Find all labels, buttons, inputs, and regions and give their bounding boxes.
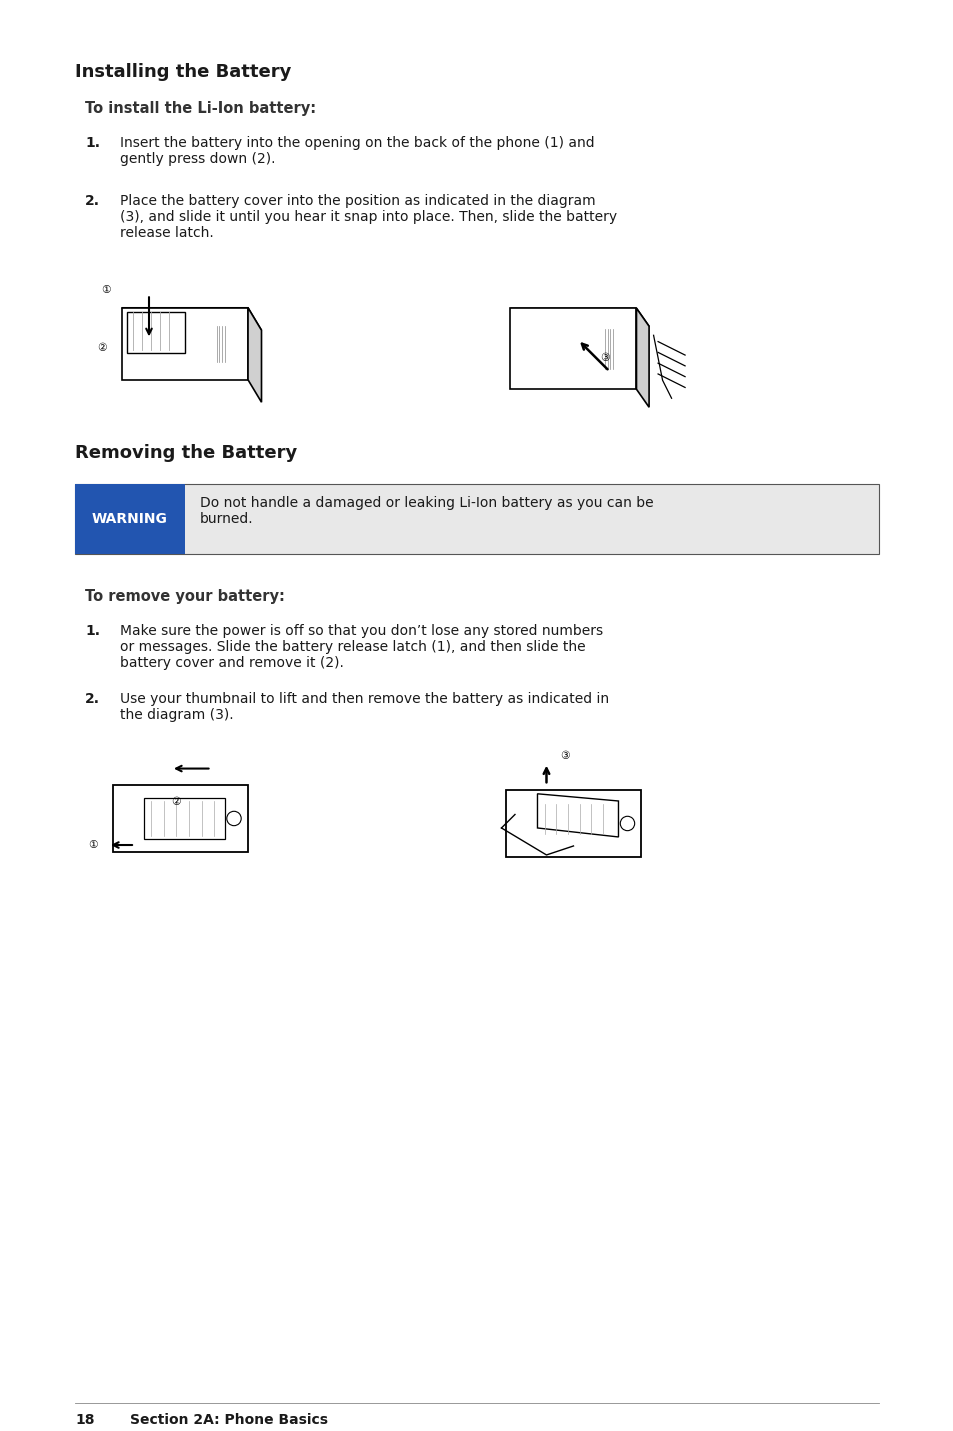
Text: Use your thumbnail to lift and then remove the battery as indicated in
the diagr: Use your thumbnail to lift and then remo… [120, 691, 608, 721]
Text: Insert the battery into the opening on the back of the phone (1) and
gently pres: Insert the battery into the opening on t… [120, 136, 594, 166]
Polygon shape [636, 308, 648, 408]
Text: Do not handle a damaged or leaking Li-Ion battery as you can be
burned.: Do not handle a damaged or leaking Li-Io… [200, 495, 653, 525]
FancyBboxPatch shape [75, 484, 878, 554]
Text: ①: ① [101, 285, 111, 295]
Polygon shape [510, 308, 636, 389]
Text: ③: ③ [599, 353, 609, 363]
Polygon shape [510, 308, 648, 326]
Text: Make sure the power is off so that you don’t lose any stored numbers
or messages: Make sure the power is off so that you d… [120, 624, 602, 670]
Text: 2.: 2. [85, 193, 100, 207]
Polygon shape [122, 308, 248, 379]
Text: 2.: 2. [85, 691, 100, 705]
Text: 18: 18 [75, 1412, 94, 1427]
Text: Removing the Battery: Removing the Battery [75, 444, 297, 462]
Text: 1.: 1. [85, 624, 100, 638]
Text: Installing the Battery: Installing the Battery [75, 63, 291, 82]
Polygon shape [122, 308, 261, 331]
Text: ②: ② [97, 343, 107, 353]
Text: ①: ① [88, 840, 97, 850]
Polygon shape [248, 308, 261, 402]
Circle shape [619, 816, 634, 830]
FancyBboxPatch shape [75, 484, 185, 554]
Text: WARNING: WARNING [92, 512, 168, 525]
Polygon shape [537, 794, 618, 837]
Text: To install the Li-Ion battery:: To install the Li-Ion battery: [85, 102, 315, 116]
FancyBboxPatch shape [127, 312, 185, 353]
FancyBboxPatch shape [144, 798, 225, 839]
Circle shape [227, 811, 241, 826]
Text: ②: ② [171, 797, 180, 807]
Text: Section 2A: Phone Basics: Section 2A: Phone Basics [130, 1412, 328, 1427]
Polygon shape [112, 784, 247, 853]
Polygon shape [505, 790, 640, 857]
Text: ③: ③ [559, 751, 569, 760]
Text: To remove your battery:: To remove your battery: [85, 588, 285, 604]
Text: 1.: 1. [85, 136, 100, 150]
Text: Place the battery cover into the position as indicated in the diagram
(3), and s: Place the battery cover into the positio… [120, 193, 617, 240]
